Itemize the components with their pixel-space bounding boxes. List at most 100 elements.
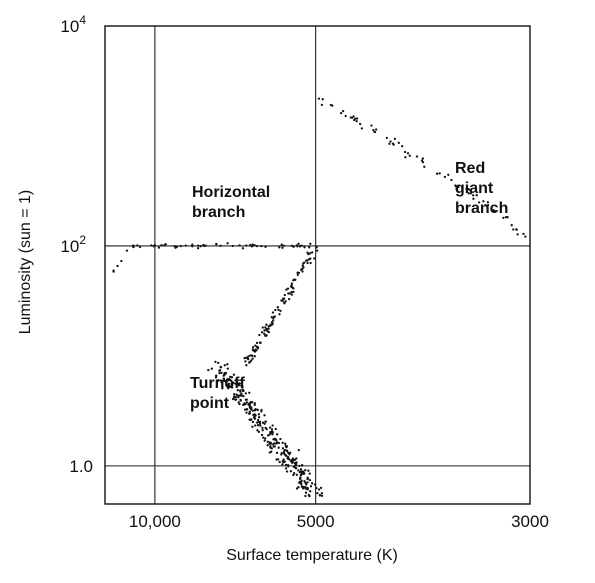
star-point	[191, 245, 194, 248]
star-point	[469, 192, 472, 195]
star-point	[283, 449, 286, 452]
star-point	[264, 437, 267, 440]
star-point	[298, 481, 301, 485]
star-point	[309, 261, 312, 265]
star-point	[285, 449, 288, 452]
star-point	[289, 451, 292, 454]
star-point	[164, 242, 167, 246]
star-point	[237, 395, 240, 398]
star-point	[282, 244, 286, 247]
star-point	[217, 361, 220, 365]
star-point	[247, 358, 250, 361]
star-point	[277, 441, 281, 445]
star-point	[256, 421, 259, 424]
star-point	[300, 479, 303, 482]
star-point	[265, 327, 268, 331]
star-point	[226, 242, 229, 245]
star-point	[288, 458, 291, 461]
star-point	[281, 441, 284, 444]
star-point	[291, 286, 294, 289]
star-point	[242, 389, 245, 393]
star-point	[191, 243, 194, 246]
star-point	[512, 228, 515, 231]
x-tick-labels: 10,000 5000 3000	[129, 512, 549, 531]
star-point	[276, 433, 279, 436]
star-point	[271, 433, 274, 436]
star-point	[280, 243, 283, 246]
star-point	[264, 326, 267, 329]
star-point	[285, 288, 288, 291]
star-point	[238, 402, 241, 406]
star-point	[273, 438, 276, 441]
star-point	[256, 429, 259, 432]
star-point	[261, 421, 265, 424]
star-point	[292, 245, 295, 248]
star-point	[306, 261, 309, 265]
star-point	[244, 402, 247, 406]
star-point	[524, 235, 527, 238]
star-point	[308, 246, 311, 249]
star-point	[251, 409, 254, 412]
star-point	[253, 403, 256, 407]
star-point	[112, 270, 115, 273]
star-point	[132, 245, 135, 249]
star-point	[277, 308, 280, 311]
star-point	[278, 246, 281, 249]
star-point	[502, 216, 505, 220]
star-point	[271, 323, 274, 326]
star-point	[258, 333, 261, 337]
star-point	[237, 384, 240, 387]
star-point	[260, 433, 264, 437]
star-point	[222, 379, 225, 382]
star-point	[253, 355, 256, 358]
star-point	[266, 434, 270, 437]
star-point	[245, 356, 248, 359]
star-point	[251, 425, 254, 428]
star-point	[230, 376, 234, 379]
star-point	[248, 361, 251, 364]
star-point	[300, 483, 303, 486]
star-point	[397, 141, 400, 144]
star-point	[493, 210, 497, 213]
star-point	[237, 401, 240, 404]
star-point	[297, 271, 301, 275]
star-point	[265, 323, 268, 326]
star-point	[248, 402, 251, 406]
x-axis-label: Surface temperature (K)	[226, 547, 398, 564]
star-point	[300, 244, 304, 247]
star-point	[373, 130, 376, 134]
star-point	[247, 355, 250, 358]
star-point	[266, 440, 269, 443]
star-point	[298, 464, 301, 468]
star-point	[214, 376, 218, 379]
star-point	[228, 378, 232, 382]
star-point	[388, 142, 391, 145]
star-point	[263, 439, 266, 442]
star-point	[272, 445, 275, 448]
star-point	[372, 128, 375, 132]
star-point	[267, 327, 270, 330]
star-point	[472, 197, 475, 200]
star-point	[320, 494, 324, 498]
star-point	[174, 246, 177, 249]
star-point	[403, 150, 407, 154]
star-point	[305, 483, 308, 486]
star-point	[269, 323, 272, 326]
star-point	[210, 367, 213, 370]
star-point	[283, 460, 286, 463]
star-point	[269, 432, 272, 435]
star-point	[477, 201, 481, 204]
star-point	[283, 452, 286, 455]
star-point	[281, 299, 284, 302]
star-point	[319, 486, 323, 490]
star-point	[274, 427, 277, 431]
star-point	[250, 354, 254, 357]
star-point	[401, 144, 404, 148]
star-point	[273, 442, 276, 445]
star-point	[214, 360, 217, 364]
star-point	[516, 233, 519, 236]
star-point	[304, 468, 307, 472]
star-point	[263, 329, 266, 332]
star-point	[295, 473, 298, 476]
